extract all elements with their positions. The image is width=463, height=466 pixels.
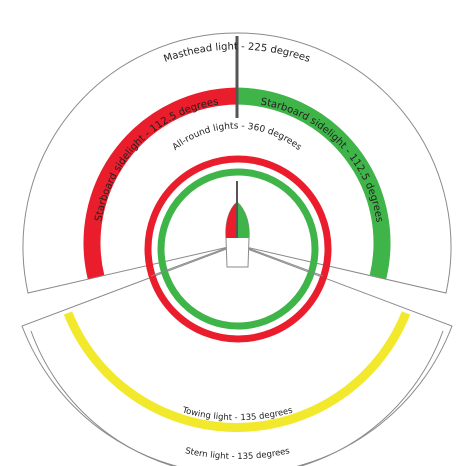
towing-light-arc: [63, 311, 411, 432]
all-round-label: All-round lights - 360 degrees: [171, 121, 304, 153]
inner-line-right: [236, 243, 324, 277]
stern-label: Stern light - 135 degrees: [184, 446, 291, 462]
starboard-sidelight-arc: [236, 87, 391, 279]
boat-starboard-light: [237, 202, 250, 238]
port-sidelight-arc: [83, 87, 238, 279]
stern-sector-outline: [21, 244, 453, 466]
inner-line-left: [150, 243, 238, 277]
all-round-green-ring: [157, 168, 319, 330]
stern-sector-inner-outline: [30, 330, 444, 466]
boat-port-light: [225, 202, 237, 238]
masthead-sector-outline: [22, 32, 452, 294]
all-round-red-ring: [144, 155, 332, 343]
